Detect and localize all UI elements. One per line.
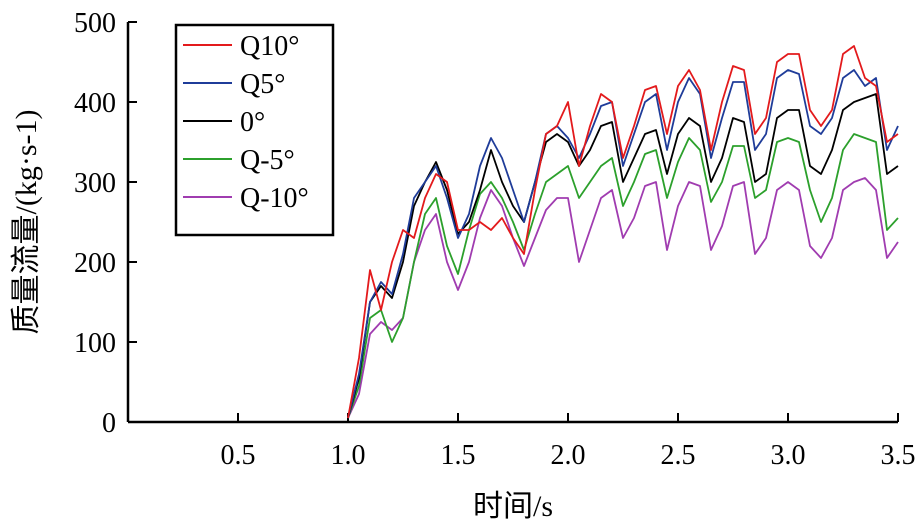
series-line xyxy=(347,69,899,419)
y-tick-label: 400 xyxy=(74,88,116,119)
series-group xyxy=(347,45,899,419)
legend-label: 0° xyxy=(240,107,265,138)
legend-frame xyxy=(174,23,335,237)
x-tick-label: 3.5 xyxy=(881,440,916,471)
legend-label: Q10° xyxy=(240,31,299,62)
x-tick-label: 2.5 xyxy=(661,440,696,471)
y-tick-label: 500 xyxy=(74,8,116,39)
y-tick-label: 0 xyxy=(102,408,116,439)
x-tick-label: 1.0 xyxy=(331,440,366,471)
series-line xyxy=(347,177,899,419)
series-line xyxy=(347,133,899,419)
legend-label: Q-10° xyxy=(240,183,309,214)
series-line xyxy=(347,93,899,419)
axes: 0 100 200 300 400 500 0.5 1.0 1.5 2.0 2.5 3.0 3.5 xyxy=(74,8,916,471)
legend: Q10° Q5° 0° Q-5° Q-10° xyxy=(174,23,335,237)
x-axis-title: 时间/s xyxy=(473,490,553,523)
x-tick-label: 2.0 xyxy=(551,440,586,471)
y-tick-label: 300 xyxy=(74,168,116,199)
series-line xyxy=(347,45,899,419)
x-tick-label: 3.0 xyxy=(771,440,806,471)
legend-label: Q-5° xyxy=(240,145,295,176)
y-tick-label: 100 xyxy=(74,328,116,359)
legend-label: Q5° xyxy=(240,69,285,100)
x-tick-label: 1.5 xyxy=(441,440,476,471)
y-tick-label: 200 xyxy=(74,248,116,279)
x-tick-label: 0.5 xyxy=(221,440,256,471)
y-axis-title: 质量流量/(kg·s-1) xyxy=(10,110,43,335)
